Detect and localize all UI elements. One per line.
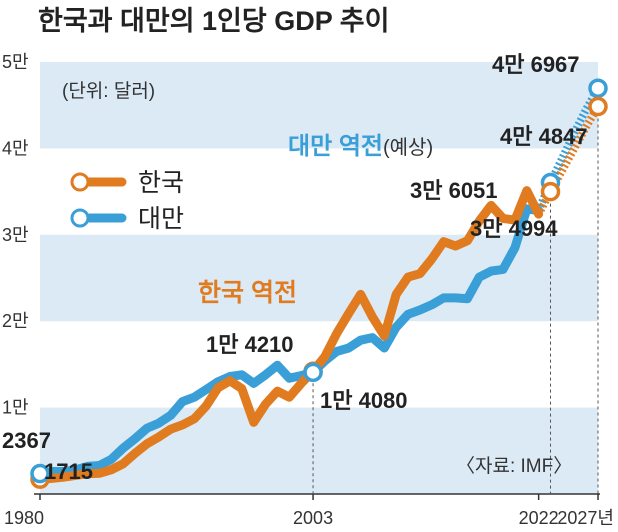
- band-2: [40, 62, 598, 149]
- guide-lines: [312, 106, 599, 494]
- data-marker-3: [303, 362, 323, 383]
- legend-korea-marker: [70, 172, 90, 192]
- source-note: 〈자료: IMF〉: [456, 455, 572, 477]
- data-label-korea-1980: 1715: [44, 459, 93, 484]
- taiwan-overtake-note: (예상): [383, 136, 433, 159]
- band-1: [40, 234, 598, 322]
- x-tick-label-3: 2027년: [557, 508, 614, 528]
- data-marker-6: [588, 78, 608, 98]
- unit-note: (단위: 달러): [62, 80, 155, 102]
- x-tick-label-0: 1980: [4, 508, 44, 528]
- data-label-taiwan-2023: 3만 6051: [410, 178, 498, 203]
- data-label-taiwan-2027: 4만 6967: [492, 52, 580, 77]
- y-tick-label-2: 3만: [2, 225, 29, 245]
- background-bands: [40, 62, 598, 494]
- series-line-taiwan: [35, 204, 544, 478]
- legend: 한국 대만: [70, 169, 184, 233]
- series-markers: [30, 78, 608, 489]
- series-line-korea: [35, 186, 544, 484]
- legend-taiwan-label: 대만: [138, 205, 184, 233]
- data-label-taiwan-1980: 2367: [2, 428, 51, 453]
- data-marker-1: [30, 463, 50, 484]
- data-marker-5: [540, 181, 561, 202]
- data-label-taiwan-2003: 1만 4080: [320, 388, 408, 413]
- data-label-korea-2003: 1만 4210: [206, 332, 294, 357]
- y-tick-label-1: 2만: [2, 311, 29, 331]
- data-label-korea-2023: 3만 4994: [470, 216, 558, 241]
- data-label-korea-2027: 4만 4847: [500, 124, 588, 149]
- x-tick-label-1: 2003: [293, 508, 333, 528]
- x-tick-label-2: 2022: [519, 508, 559, 528]
- data-labels: 2367 1715 1만 4210 1만 4080 3만 6051 3만 499…: [2, 52, 588, 484]
- y-tick-label-3: 4만: [2, 138, 29, 158]
- y-tick-label-4: 5만: [2, 52, 29, 72]
- y-axis-ticks: 1만 2만 3만 4만 5만: [2, 52, 29, 418]
- legend-korea-label: 한국: [138, 169, 184, 197]
- korea-overtake-annotation: 한국 역전: [198, 279, 297, 307]
- data-marker-7: [588, 96, 608, 117]
- series-lines: [35, 86, 602, 484]
- chart-title: 한국과 대만의 1인당 GDP 추이: [38, 6, 389, 36]
- taiwan-overtake-annotation: 대만 역전(예상): [288, 133, 433, 160]
- legend-taiwan-marker: [70, 208, 90, 228]
- y-tick-label-0: 1만: [2, 398, 29, 418]
- taiwan-overtake-text: 대만 역전: [288, 133, 383, 160]
